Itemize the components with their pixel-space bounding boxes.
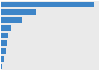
Bar [1, 64, 2, 69]
Bar [1, 25, 11, 31]
Bar [1, 33, 8, 38]
Bar [1, 17, 22, 23]
Bar [1, 48, 6, 54]
Bar [1, 2, 94, 7]
Bar [1, 9, 36, 15]
Bar [1, 40, 7, 46]
Bar [1, 56, 4, 62]
